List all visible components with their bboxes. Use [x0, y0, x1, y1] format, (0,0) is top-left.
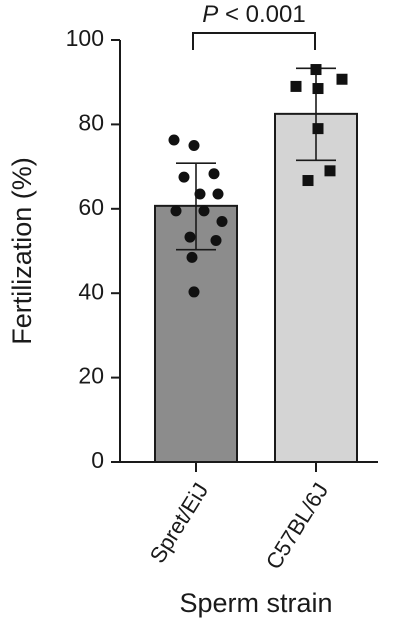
data-point-c57bl-6j	[324, 165, 336, 177]
data-point-spret-eij	[198, 205, 210, 217]
y-axis-ticks: 0 20 40 60 80 100	[66, 25, 120, 473]
data-point-c57bl-6j	[310, 64, 322, 76]
y-tick-label: 100	[66, 25, 104, 51]
data-points	[168, 64, 348, 298]
x-tick-label-c57bl-6j: C57BL/6J	[261, 478, 333, 573]
data-point-c57bl-6j	[302, 175, 314, 187]
y-tick-label: 40	[78, 278, 104, 304]
x-tick-label-spret-eij: Spret/EiJ	[145, 478, 214, 567]
x-axis-label: Sperm strain	[179, 588, 332, 618]
significance-label: P < 0.001	[202, 1, 305, 28]
data-point-spret-eij	[212, 188, 224, 200]
y-tick-label: 0	[91, 447, 104, 473]
y-tick-label: 60	[78, 194, 104, 220]
p-value: < 0.001	[218, 1, 305, 28]
data-point-c57bl-6j	[312, 83, 324, 95]
y-tick-label: 20	[78, 363, 104, 389]
y-axis-label: Fertilization (%)	[7, 157, 37, 345]
data-point-spret-eij	[168, 134, 180, 146]
x-axis-ticks: Spret/EiJ C57BL/6J	[145, 462, 333, 574]
data-point-c57bl-6j	[290, 80, 302, 92]
significance-annotation: P < 0.001	[192, 1, 316, 50]
y-tick-label: 80	[78, 109, 104, 135]
data-point-spret-eij	[210, 234, 222, 246]
bar-c57bl-6j	[274, 112, 358, 463]
data-point-spret-eij	[186, 251, 198, 263]
data-point-spret-eij	[194, 188, 206, 200]
data-point-spret-eij	[188, 140, 200, 151]
data-point-spret-eij	[188, 286, 200, 298]
data-point-spret-eij	[170, 205, 182, 217]
data-point-c57bl-6j	[336, 73, 348, 85]
p-symbol: P	[202, 1, 218, 28]
data-point-spret-eij	[208, 168, 220, 180]
data-point-c57bl-6j	[312, 123, 324, 135]
data-point-spret-eij	[216, 215, 228, 227]
significance-bracket	[192, 32, 316, 50]
data-point-spret-eij	[178, 171, 190, 183]
data-point-spret-eij	[184, 231, 196, 243]
